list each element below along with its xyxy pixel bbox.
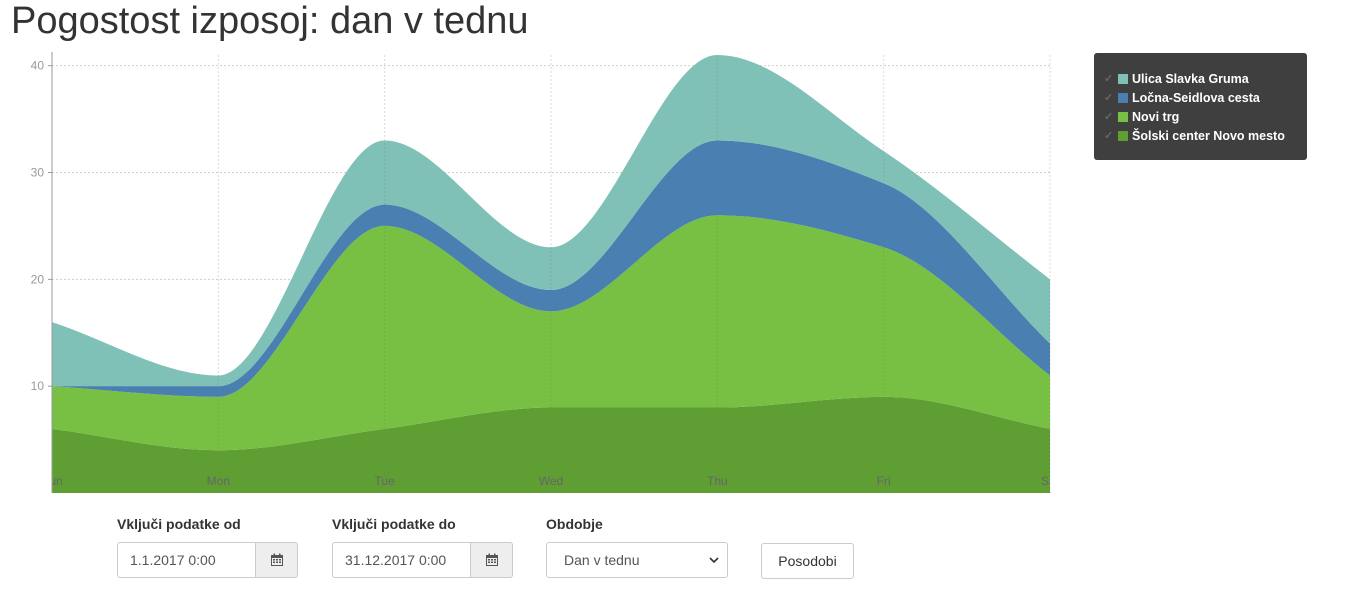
from-date-group: Vključi podatke od [117, 516, 298, 578]
legend-swatch [1118, 130, 1128, 141]
x-tick-label: Tue [375, 474, 396, 488]
legend-label: Novi trg [1132, 109, 1180, 124]
check-icon: ✓ [1104, 130, 1114, 142]
y-axis: 10 20 30 40 [31, 52, 53, 493]
to-date-label: Vključi podatke do [332, 516, 456, 532]
period-label: Obdobje [546, 516, 603, 532]
x-tick-label: Sat [1041, 474, 1060, 488]
from-date-label: Vključi podatke od [117, 516, 241, 532]
legend-item[interactable]: ✓ Ločna-Seidlova cesta [1104, 88, 1307, 107]
update-button[interactable]: Posodobi [761, 543, 854, 579]
x-tick-label: Wed [539, 474, 563, 488]
x-axis: Sun Mon Tue Wed Thu Fri Sat [41, 474, 1060, 488]
area-series[interactable] [52, 396, 1050, 493]
legend-swatch [1118, 73, 1128, 84]
chevron-down-icon [709, 557, 719, 563]
check-icon: ✓ [1104, 92, 1114, 104]
y-tick-label: 30 [31, 166, 45, 180]
calendar-icon[interactable] [470, 542, 513, 578]
area-series[interactable] [52, 55, 1050, 387]
x-tick-label: Mon [207, 474, 230, 488]
legend-swatch [1118, 92, 1128, 103]
to-date-group: Vključi podatke do [332, 516, 513, 578]
area-series[interactable] [52, 215, 1050, 451]
legend-item[interactable]: ✓ Ulica Slavka Gruma [1104, 69, 1307, 88]
calendar-icon[interactable] [255, 542, 298, 578]
check-icon: ✓ [1104, 111, 1114, 123]
period-select[interactable]: Dan v tednu [546, 542, 728, 578]
page-title: Pogostost izposoj: dan v tednu [11, 0, 529, 42]
x-tick-label: Sun [41, 474, 62, 488]
y-tick-label: 40 [31, 59, 45, 73]
legend-label: Ulica Slavka Gruma [1132, 71, 1249, 86]
area-series[interactable] [52, 140, 1050, 397]
legend-item[interactable]: ✓ Šolski center Novo mesto [1104, 126, 1307, 145]
y-tick-label: 20 [31, 272, 45, 286]
y-tick-label: 10 [31, 379, 45, 393]
x-tick-label: Thu [707, 474, 728, 488]
from-date-input[interactable] [117, 542, 255, 578]
to-date-input[interactable] [332, 542, 470, 578]
legend-item[interactable]: ✓ Novi trg [1104, 107, 1307, 126]
period-select-value: Dan v tednu [564, 552, 640, 568]
period-group: Obdobje Dan v tednu [546, 516, 728, 578]
check-icon: ✓ [1104, 73, 1114, 85]
legend-label: Ločna-Seidlova cesta [1132, 90, 1260, 105]
legend-label: Šolski center Novo mesto [1132, 128, 1285, 143]
chart-legend: ✓ Ulica Slavka Gruma ✓ Ločna-Seidlova cesta… [1094, 53, 1307, 160]
chart-areas [52, 55, 1050, 493]
x-tick-label: Fri [877, 474, 891, 488]
legend-swatch [1118, 111, 1128, 122]
